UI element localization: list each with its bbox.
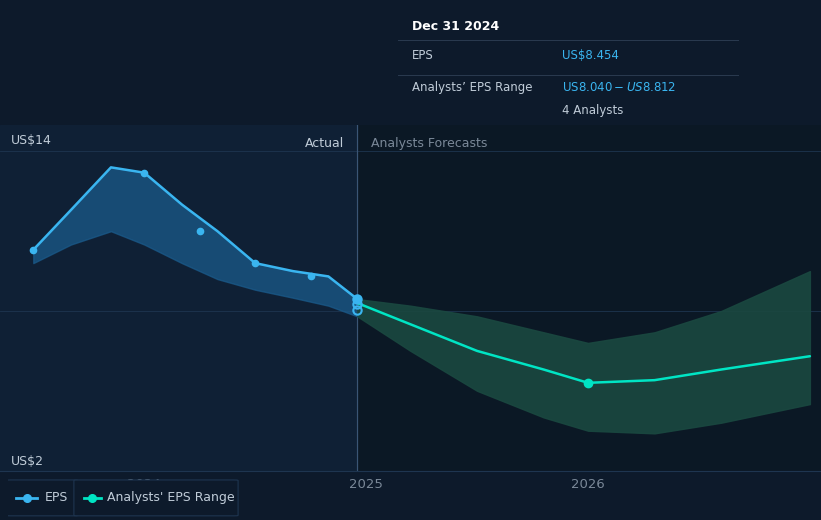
Bar (357, 125, 821, 471)
Text: Analysts' EPS Range: Analysts' EPS Range (107, 491, 234, 504)
FancyBboxPatch shape (74, 480, 238, 516)
Text: US$8.454: US$8.454 (562, 49, 618, 62)
Text: US$14: US$14 (11, 134, 52, 147)
Bar (0, 125, 357, 471)
Text: Analysts Forecasts: Analysts Forecasts (370, 137, 487, 150)
Text: US$2: US$2 (11, 455, 44, 468)
Text: Actual: Actual (305, 137, 344, 150)
FancyBboxPatch shape (7, 480, 78, 516)
Text: Analysts’ EPS Range: Analysts’ EPS Range (412, 82, 532, 95)
Text: Dec 31 2024: Dec 31 2024 (412, 20, 499, 33)
Text: US$8.040 - US$8.812: US$8.040 - US$8.812 (562, 82, 676, 95)
Text: EPS: EPS (45, 491, 68, 504)
Text: EPS: EPS (412, 49, 433, 62)
Text: 4 Analysts: 4 Analysts (562, 104, 623, 117)
